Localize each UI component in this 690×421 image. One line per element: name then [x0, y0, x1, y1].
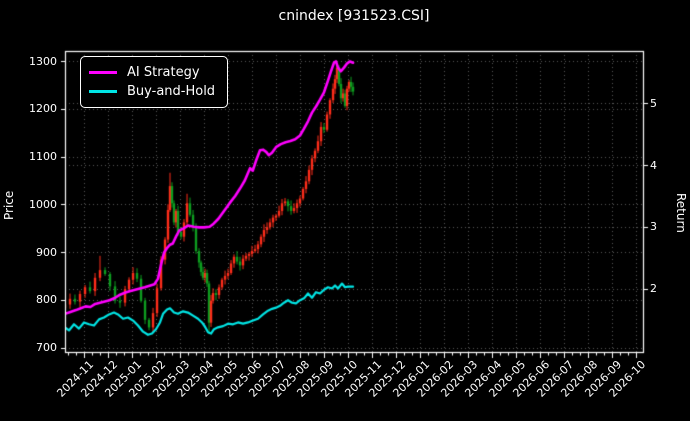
y-tick-label-right: 4 [650, 158, 657, 172]
y-axis-label-return: Return [674, 193, 688, 233]
y-tick-label-left: 900 [36, 245, 57, 259]
y-tick-label-left: 700 [36, 341, 57, 354]
y-tick-label-left: 1100 [29, 150, 57, 163]
legend-swatch-ai-strategy [89, 71, 117, 74]
y-tick-label-right: 2 [650, 282, 657, 295]
y-tick-label-left: 1000 [29, 197, 57, 211]
y-tick-label-right: 3 [650, 220, 657, 234]
legend-label: Buy-and-Hold [127, 84, 216, 99]
legend-swatch-buy-and-hold [89, 90, 117, 93]
y-tick-label-left: 1200 [29, 102, 57, 116]
y-tick-label-left: 1300 [29, 54, 57, 68]
chart-title: cnindex [931523.CSI] [278, 8, 430, 24]
legend-item-buy-and-hold: Buy-and-Hold [89, 82, 217, 101]
legend: AI Strategy Buy-and-Hold [80, 56, 228, 108]
y-tick-label-right: 5 [650, 96, 657, 110]
legend-label: AI Strategy [127, 65, 200, 80]
y-tick-label-left: 800 [36, 293, 57, 307]
legend-item-ai-strategy: AI Strategy [89, 63, 217, 82]
